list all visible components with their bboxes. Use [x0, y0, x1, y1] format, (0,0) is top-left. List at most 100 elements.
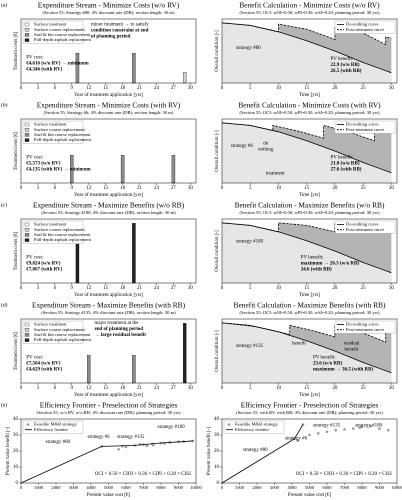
annotation: residual	[344, 341, 360, 346]
annotation: strategy #180	[158, 425, 186, 430]
x-tick-label: 5000	[305, 485, 315, 490]
x-tick-label: 30	[389, 386, 395, 391]
legend-label: Surface course replacement	[34, 327, 85, 332]
plot-frame	[221, 318, 398, 384]
chart-subtitle: (Section 55; OCI: wOI=0.50, wPI=0.30, wS…	[240, 10, 380, 16]
x-tick-label: 15	[304, 386, 310, 391]
annotation: PV benefit:	[301, 256, 324, 261]
y-tick-label: 0	[16, 481, 19, 486]
chart-subtitle: (Section 55; with RV, with RB; 4% discou…	[236, 410, 383, 416]
legend-label: Full-depth asphalt replacement	[34, 137, 92, 142]
x-tick-label: 15	[103, 286, 109, 291]
chart-title: Expenditure Stream - Maximize Benefits (…	[33, 201, 185, 210]
y-axis-label: Overall condition [-]	[215, 230, 220, 272]
bar	[132, 223, 136, 284]
plot-frame	[20, 318, 197, 384]
strategy-point	[360, 425, 364, 429]
annotation: OCI = 0.50 × CIOI + 0.30 × CIPI + 0.20 ×…	[296, 472, 392, 477]
x-tick-label: 5000	[104, 485, 114, 490]
x-axis-label: Time [yrs]	[299, 193, 320, 198]
x-tick-label: 20	[332, 286, 338, 291]
x-tick-label: 21	[137, 86, 143, 91]
chart-title: Benefit Calculation - Minimize Costs (w/…	[239, 1, 380, 10]
benefit-area	[222, 222, 392, 283]
x-tick-label: 30	[188, 186, 194, 191]
x-tick-label: 10	[276, 386, 282, 391]
annotation: €9,824 (w/o RV)	[26, 262, 60, 267]
x-tick-label: 3	[37, 86, 40, 91]
x-tick-label: 21	[137, 386, 143, 391]
annotation: strategy #6	[285, 436, 308, 441]
plot-frame	[221, 18, 398, 84]
annotation: nothing	[258, 147, 274, 152]
annotation: €5,573 (w/o RV)	[26, 162, 60, 167]
legend-label: Surface treatment	[34, 222, 67, 227]
annotation: strategy #135	[313, 424, 341, 429]
annotation: €4,346 (with RV)	[26, 68, 62, 73]
chart-title: Expenditure Stream - Minimize Costs (wit…	[37, 101, 181, 110]
x-tick-label: 0	[20, 286, 23, 291]
annotation: 22.9 (w/o RB)	[331, 63, 360, 68]
plot-frame	[20, 18, 197, 84]
y-tick-label: 20	[13, 449, 19, 454]
x-tick-label: 0	[20, 86, 23, 91]
x-tick-label: 15	[304, 86, 310, 91]
x-tick-label: 15	[103, 386, 109, 391]
annotation: strategy #180	[355, 424, 383, 429]
frontier-line	[221, 424, 304, 484]
x-tick-label: 25	[361, 286, 367, 291]
x-tick-label: 7000	[139, 485, 149, 490]
x-tick-label: 10000	[391, 485, 402, 490]
strategy-point	[386, 428, 390, 432]
legend-swatch	[24, 33, 30, 37]
x-tick-label: 10	[276, 286, 282, 291]
benefit-area	[222, 322, 392, 383]
legend-box	[334, 220, 396, 234]
x-tick-label: 24	[154, 386, 160, 391]
legend-swatch	[24, 38, 30, 42]
legend-swatch	[24, 233, 30, 237]
legend-label: Do-nothing curve	[346, 222, 379, 227]
chart-subtitle: (Section 55; OCI: wOI=0.50, wPI=0.30, wS…	[240, 310, 380, 316]
annotation: end of planning period	[95, 327, 144, 332]
strategy-point	[358, 426, 361, 429]
x-tick-label: 9	[71, 386, 74, 391]
chart-subtitle: (Section 55; Strategy #6; 4% discount ra…	[44, 110, 174, 115]
y-axis-label: Treatment costs [€]	[14, 231, 19, 270]
strategy-point	[316, 432, 320, 435]
plot-frame	[20, 418, 197, 484]
legend-swatch	[24, 328, 30, 332]
legend-label: Post-treatment curve	[346, 27, 384, 32]
x-tick-label: 7000	[340, 485, 350, 490]
strategy-point	[296, 439, 300, 442]
legend-box	[334, 20, 396, 34]
y-axis-label: Overall condition [-]	[215, 130, 220, 172]
x-tick-label: 25	[361, 386, 367, 391]
y-tick-label: 40	[13, 417, 19, 422]
strategy-point	[308, 433, 311, 437]
y-tick-label: 30	[13, 433, 19, 438]
x-tick-label: 30	[389, 86, 395, 91]
x-tick-label: 1000	[34, 485, 44, 490]
x-tick-label: 27	[171, 86, 177, 91]
plot-frame	[221, 418, 398, 484]
legend-box	[22, 120, 84, 144]
annotation: 21.0 (w/o RB)	[331, 162, 360, 167]
frontier-line	[20, 440, 193, 484]
x-tick-label: 6	[54, 286, 57, 291]
legend-swatch	[24, 222, 30, 227]
x-axis-label: Present value cost [€]	[87, 493, 131, 498]
strategy-point	[369, 424, 373, 428]
legend-label: Feasible M&R strategy	[34, 422, 78, 427]
benefit-area	[222, 122, 392, 183]
chart-title: Benefit Calculation - Maximize Benefits …	[234, 301, 386, 310]
x-tick-label: 9	[71, 86, 74, 91]
legend-label: Surface treatment	[34, 322, 67, 327]
legend-label: Surf.& bin course replacement	[34, 332, 91, 337]
chart-title: Benefit Calculation - Minimize Costs (wi…	[238, 101, 381, 110]
bar	[87, 355, 91, 384]
x-tick-label: 24	[154, 86, 160, 91]
x-tick-label: 3	[37, 286, 40, 291]
legend-swatch	[24, 128, 30, 132]
